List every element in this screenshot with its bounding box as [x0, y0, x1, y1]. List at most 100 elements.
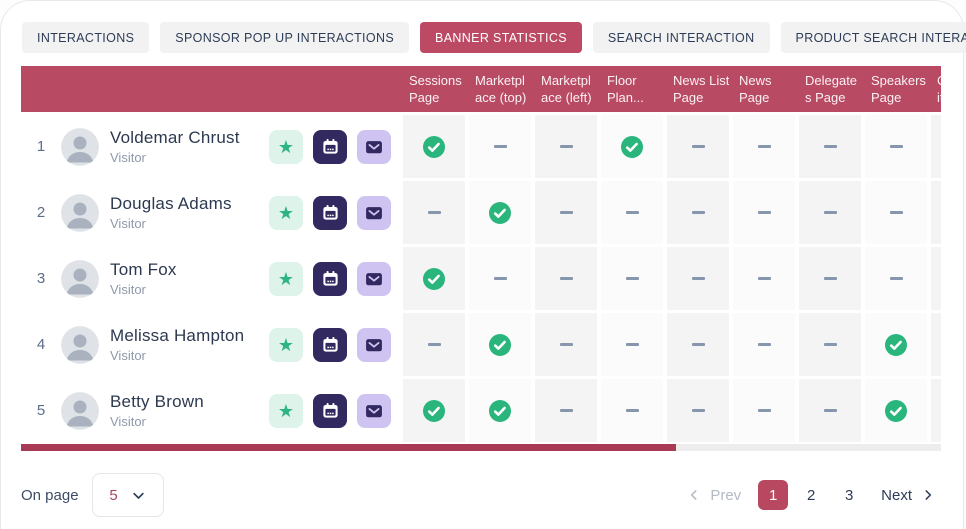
- column-header-community-page: Community Page: [937, 73, 941, 105]
- row-number: 1: [36, 138, 46, 155]
- dash-icon: [625, 343, 639, 346]
- page-size-select[interactable]: 5: [91, 473, 164, 517]
- value-cell-sessions-page: [403, 115, 465, 178]
- avatar: [61, 325, 99, 364]
- dash-icon: [559, 343, 573, 346]
- value-cell-marketplace-left: [535, 115, 597, 178]
- scrollbar-thumb[interactable]: [21, 444, 676, 451]
- dash-icon: [823, 343, 837, 346]
- dash-icon: [889, 211, 903, 214]
- calendar-button[interactable]: [313, 195, 347, 230]
- value-cell-sessions-page: [403, 313, 465, 376]
- table-body: 1 Voldemar Chrust Visitor ★ 2 Douglas Adams Vi…: [21, 115, 941, 442]
- chevron-left-icon: [691, 490, 697, 500]
- calendar-icon: [322, 204, 338, 220]
- calendar-button[interactable]: [313, 393, 347, 428]
- row-actions: ★: [269, 327, 391, 362]
- star-icon: ★: [277, 136, 295, 157]
- value-cell-speakers-page: [865, 379, 927, 442]
- tab-sponsor-pop-up-interactions[interactable]: SPONSOR POP UP INTERACTIONS: [160, 22, 410, 53]
- tab-interactions[interactable]: INTERACTIONS: [22, 22, 150, 53]
- tab-banner-statistics[interactable]: BANNER STATISTICS: [420, 22, 582, 53]
- value-cell-marketplace-left: [535, 181, 597, 244]
- user-cell: 3 Tom Fox Visitor ★: [21, 247, 399, 310]
- mail-icon: [366, 338, 382, 351]
- calendar-button[interactable]: [313, 129, 347, 164]
- page-button-2[interactable]: 2: [796, 480, 826, 510]
- message-button[interactable]: [357, 261, 391, 296]
- row-number: 3: [36, 270, 46, 287]
- value-cell-floor-plan: [601, 313, 663, 376]
- value-cell-floor-plan: [601, 247, 663, 310]
- dash-icon: [757, 211, 771, 214]
- horizontal-scrollbar: [21, 444, 941, 451]
- favorite-button[interactable]: ★: [269, 195, 303, 230]
- calendar-button[interactable]: [313, 261, 347, 296]
- dash-icon: [493, 145, 507, 148]
- column-header-marketplace-left: Marketpl ace (left): [541, 73, 592, 105]
- value-cell-community-page: [931, 247, 941, 310]
- tab-product-search-interaction[interactable]: PRODUCT SEARCH INTERACTION: [780, 22, 966, 53]
- calendar-button[interactable]: [313, 327, 347, 362]
- dash-icon: [625, 211, 639, 214]
- dash-icon: [691, 409, 705, 412]
- page-button-3[interactable]: 3: [834, 480, 864, 510]
- prev-page-button[interactable]: Prev: [681, 486, 747, 505]
- value-cell-news-list-page: [667, 313, 729, 376]
- mail-icon: [366, 206, 382, 219]
- message-button[interactable]: [357, 327, 391, 362]
- next-page-button[interactable]: Next: [875, 486, 941, 505]
- user-cell: 4 Melissa Hampton Visitor ★: [21, 313, 399, 376]
- page-button-1[interactable]: 1: [758, 480, 789, 510]
- check-icon: [621, 135, 643, 158]
- value-cell-marketplace-top: [469, 313, 531, 376]
- avatar-photo: [61, 325, 99, 364]
- dash-icon: [427, 211, 441, 214]
- dash-icon: [559, 409, 573, 412]
- star-icon: ★: [277, 202, 295, 223]
- dash-icon: [493, 277, 507, 280]
- tab-search-interaction[interactable]: SEARCH INTERACTION: [592, 22, 770, 53]
- value-cell-floor-plan: [601, 115, 663, 178]
- message-button[interactable]: [357, 195, 391, 230]
- value-cell-floor-plan: [601, 379, 663, 442]
- message-button[interactable]: [357, 129, 391, 164]
- value-cell-community-page: [931, 115, 941, 178]
- dash-icon: [559, 211, 573, 214]
- avatar: [61, 127, 99, 166]
- row-actions: ★: [269, 393, 391, 428]
- favorite-button[interactable]: ★: [269, 261, 303, 296]
- dash-icon: [625, 277, 639, 280]
- avatar-photo: [61, 127, 99, 166]
- dash-icon: [889, 277, 903, 280]
- column-header-speakers-page: Speakers Page: [871, 73, 926, 105]
- user-role: Visitor: [110, 150, 146, 165]
- user-cell: 5 Betty Brown Visitor ★: [21, 379, 399, 442]
- user-name: Betty Brown: [110, 392, 204, 411]
- message-button[interactable]: [357, 393, 391, 428]
- table-row: 1 Voldemar Chrust Visitor ★: [21, 115, 941, 178]
- table-row: 5 Betty Brown Visitor ★: [21, 379, 941, 442]
- favorite-button[interactable]: ★: [269, 327, 303, 362]
- favorite-button[interactable]: ★: [269, 129, 303, 164]
- dash-icon: [691, 343, 705, 346]
- user-role: Visitor: [110, 414, 146, 429]
- value-cell-news-list-page: [667, 115, 729, 178]
- check-icon: [489, 399, 511, 422]
- calendar-icon: [322, 270, 338, 286]
- dash-icon: [889, 145, 903, 148]
- chevron-right-icon: [925, 490, 932, 500]
- check-icon: [885, 333, 907, 356]
- user-cell: 2 Douglas Adams Visitor ★: [21, 181, 399, 244]
- favorite-button[interactable]: ★: [269, 393, 303, 428]
- check-icon: [489, 333, 511, 356]
- value-cell-community-page: [931, 379, 941, 442]
- value-cell-news-page: [733, 379, 795, 442]
- value-cell-news-page: [733, 313, 795, 376]
- avatar-photo: [61, 193, 99, 232]
- dash-icon: [823, 211, 837, 214]
- user-role: Visitor: [110, 348, 146, 363]
